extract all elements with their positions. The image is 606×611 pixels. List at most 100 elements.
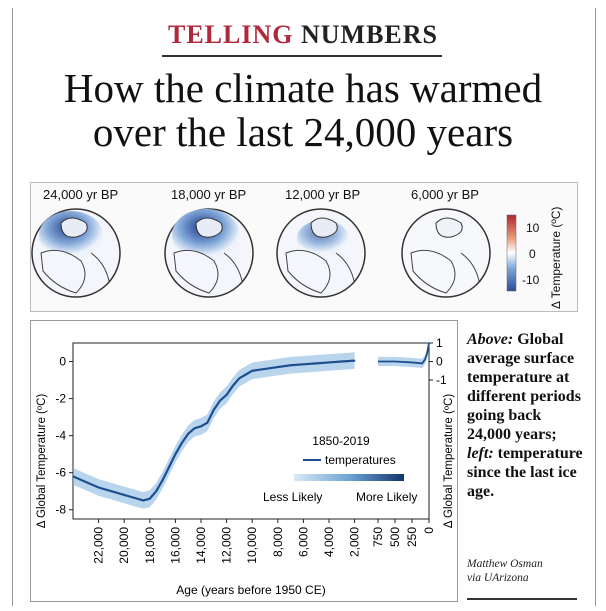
y-axis-label-left: Δ Global Temperature (ºC) (36, 394, 48, 529)
colorbar-tick-0: 0 (529, 247, 536, 261)
data-point (264, 368, 266, 370)
caption-lead-left: left: (467, 445, 494, 462)
data-point (315, 362, 318, 365)
legend-less-likely: Less Likely (263, 490, 322, 504)
globe-panel: 24,000 yr BP 18,000 yr BP 12,000 yr BP 6… (30, 182, 578, 312)
credit-line1: Matthew Osman (467, 558, 543, 570)
y-tick-label-left: -6 (55, 466, 66, 480)
data-point (245, 373, 247, 376)
uncertainty-band-recent (378, 338, 429, 369)
x-tick-label: 10,000 (245, 527, 259, 564)
x-tick-label-inset: 250 (405, 527, 419, 547)
legend-more-likely: More Likely (356, 490, 417, 504)
data-point (123, 494, 125, 496)
x-tick-label: 2,000 (348, 527, 362, 557)
y-axis-label-right: Δ Global Temperature (ºC) (443, 394, 455, 529)
headline-line1: How the climate has warmed (63, 65, 543, 111)
chart-panel: 0 -2 -4 -6 -8 1 0 -1 22,000 20,000 18,000 16,000 14,… (30, 320, 458, 602)
colorbar-label: Δ Temperature (ºC) (549, 206, 563, 309)
x-tick-label: 16,000 (168, 527, 182, 564)
data-point (181, 442, 183, 444)
data-point (341, 360, 343, 363)
kicker-underline (162, 55, 442, 57)
data-point (193, 427, 196, 430)
data-point (289, 364, 292, 367)
x-tick-label: 6,000 (296, 527, 310, 557)
data-point (353, 359, 356, 362)
globe-6000 (401, 208, 491, 298)
data-point (168, 466, 170, 468)
colorbar (506, 214, 517, 292)
globe-label-2: 18,000 yr BP (171, 187, 247, 202)
data-point (136, 497, 138, 500)
caption-text: Above: Global average surface temperatur… (467, 330, 587, 501)
temperature-chart: 0 -2 -4 -6 -8 1 0 -1 22,000 20,000 18,000 16,000 14,… (36, 336, 455, 597)
y-tick-label-right: 0 (436, 355, 443, 369)
plot-frame (72, 342, 430, 520)
x-tick-label: 12,000 (220, 527, 234, 564)
section-kicker: TELLING NUMBERS (0, 20, 606, 50)
y-tick-label-left: 0 (59, 355, 66, 369)
data-point (277, 366, 279, 368)
headline-line2: over the last 24,000 years (92, 109, 514, 155)
caption-text-above: Global average surface temperature at di… (467, 331, 581, 443)
globe-18000 (164, 208, 254, 298)
x-tick-label: 18,000 (143, 527, 157, 564)
legend-series-label-line1: 1850-2019 (312, 434, 370, 448)
globe-panel-svg (31, 208, 517, 298)
series-line-global (72, 359, 355, 502)
x-tick-label: 4,000 (322, 527, 336, 557)
caption-bottom-rule (467, 598, 577, 600)
photo-credit: Matthew Osman via UArizona (467, 557, 587, 585)
x-tick-label-inset: 0 (422, 527, 436, 534)
data-point (213, 408, 215, 411)
data-point (149, 497, 151, 500)
headline: How the climate has warmed over the last… (0, 66, 606, 154)
data-point (251, 369, 253, 372)
colorbar-tick-minus10: -10 (522, 273, 540, 287)
data-point (174, 453, 177, 455)
globe-label-3: 12,000 yr BP (285, 187, 361, 202)
data-point (302, 363, 305, 366)
page-frame (12, 8, 596, 606)
data-point (142, 499, 145, 502)
data-point (72, 475, 74, 478)
data-point (97, 486, 100, 489)
data-point (200, 425, 202, 428)
kicker-part2: NUMBERS (300, 20, 438, 49)
data-point (155, 490, 157, 493)
y-tick-label-right: -1 (436, 373, 447, 387)
data-point (110, 490, 113, 493)
data-point (225, 394, 228, 396)
globe-label-4: 6,000 yr BP (411, 187, 479, 202)
globe-12000 (276, 208, 366, 298)
y-tick-label-left: -8 (55, 503, 66, 517)
x-axis-label: Age (years before 1950 CE) (176, 583, 325, 597)
kicker-part1: TELLING (167, 20, 294, 49)
globe-label-1: 24,000 yr BP (43, 187, 119, 202)
data-point (206, 421, 209, 424)
data-point (85, 481, 87, 483)
uncertainty-band (73, 352, 355, 509)
x-tick-label: 8,000 (271, 527, 285, 557)
data-point (219, 399, 221, 402)
data-point (238, 377, 241, 379)
series-line-recent (378, 342, 430, 365)
x-tick-label-inset: 500 (388, 527, 402, 547)
data-point (161, 479, 164, 481)
data-point (232, 384, 234, 387)
credit-line2: via UArizona (467, 572, 529, 584)
legend-series-label-line2: temperatures (325, 453, 396, 467)
x-tick-label: 14,000 (194, 527, 208, 564)
y-tick-label-left: -4 (55, 429, 66, 443)
caption-lead-above: Above: (467, 331, 514, 348)
data-point (328, 361, 330, 364)
x-tick-label: 22,000 (92, 527, 106, 564)
y-tick-label-right: 1 (436, 336, 443, 350)
legend-likelihood-bar (294, 474, 404, 481)
x-tick-label-inset: 750 (371, 527, 385, 547)
globe-24000 (31, 208, 121, 298)
caption-text-left: temperature since the last ice age. (467, 445, 583, 500)
x-tick-label: 20,000 (117, 527, 131, 564)
y-tick-label-left: -2 (55, 392, 66, 406)
